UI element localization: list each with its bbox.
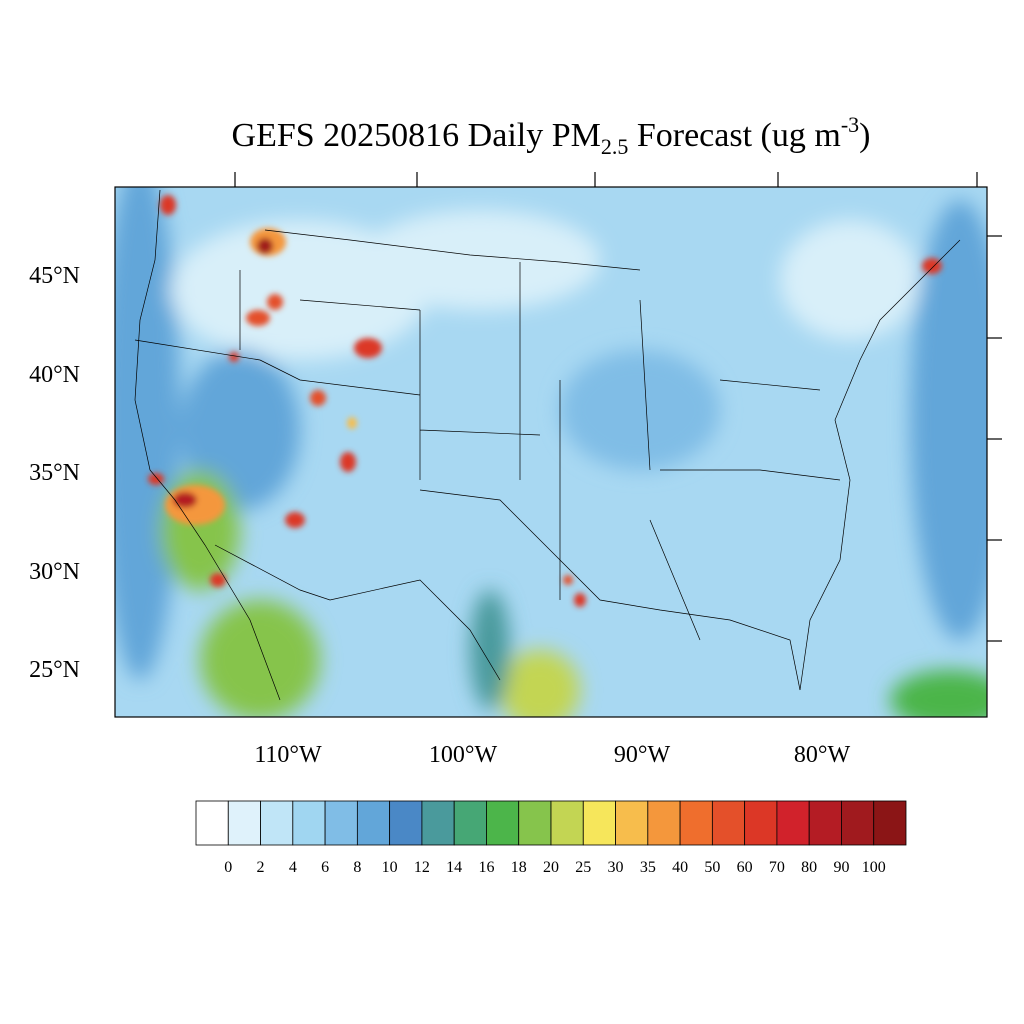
colorbar-label: 80 <box>801 859 817 876</box>
colorbar-label: 70 <box>769 859 785 876</box>
colorbar-label: 4 <box>289 859 297 876</box>
colorbar-label: 100 <box>862 859 886 876</box>
lon-label: 100°W <box>429 742 498 768</box>
title-main: GEFS 20250816 Daily PM <box>232 117 601 154</box>
lat-label: 25°N <box>29 657 80 683</box>
colorbar-label: 90 <box>833 859 849 876</box>
colorbar-box <box>873 800 907 846</box>
title-sub: 2.5 <box>601 134 629 159</box>
colorbar-label: 60 <box>737 859 753 876</box>
map-frame <box>114 186 988 718</box>
colorbar-label: 30 <box>608 859 624 876</box>
colorbar-box <box>744 800 778 846</box>
colorbar-box <box>227 800 261 846</box>
colorbar-label: 18 <box>511 859 527 876</box>
colorbar-label: 8 <box>353 859 361 876</box>
lat-label: 30°N <box>29 559 80 585</box>
colorbar-label: 10 <box>382 859 398 876</box>
colorbar-box <box>260 800 294 846</box>
colorbar-box <box>808 800 842 846</box>
map <box>115 187 987 717</box>
colorbar-box <box>195 800 229 846</box>
colorbar-label: 35 <box>640 859 656 876</box>
colorbar-label: 16 <box>478 859 494 876</box>
title-rest: Forecast (ug m <box>628 117 840 154</box>
lon-label: 90°W <box>614 742 671 768</box>
lat-label: 35°N <box>29 460 80 486</box>
colorbar-box <box>453 800 487 846</box>
colorbar-label: 0 <box>224 859 232 876</box>
lat-label: 45°N <box>29 263 80 289</box>
colorbar-box <box>421 800 455 846</box>
colorbar-label: 40 <box>672 859 688 876</box>
colorbar-box <box>550 800 584 846</box>
colorbar-box <box>292 800 326 846</box>
colorbar-box <box>356 800 391 846</box>
colorbar-label: 14 <box>446 859 462 876</box>
colorbar-label: 12 <box>414 859 430 876</box>
colorbar-label: 20 <box>543 859 559 876</box>
colorbar-box <box>679 800 713 846</box>
colorbar-box <box>389 800 423 846</box>
title-sup: -3 <box>841 112 859 137</box>
colorbar-label: 2 <box>257 859 265 876</box>
colorbar-box <box>486 800 520 846</box>
colorbar-box <box>776 800 810 846</box>
title-end: ) <box>859 117 870 154</box>
title: GEFS 20250816 Daily PM2.5 Forecast (ug m… <box>232 112 871 159</box>
colorbar-box <box>711 800 746 846</box>
colorbar-label: 6 <box>321 859 329 876</box>
colorbar-label: 50 <box>704 859 720 876</box>
lat-label: 40°N <box>29 362 80 388</box>
colorbar-box <box>841 800 875 846</box>
lon-label: 80°W <box>794 742 851 768</box>
colorbar-label: 25 <box>575 859 591 876</box>
colorbar-box <box>615 800 649 846</box>
ticks <box>234 172 1002 642</box>
lon-label: 110°W <box>254 742 322 768</box>
colorbar-box <box>647 800 681 846</box>
colorbar-box <box>582 800 616 846</box>
colorbar-box <box>518 800 552 846</box>
colorbar-box <box>324 800 358 846</box>
